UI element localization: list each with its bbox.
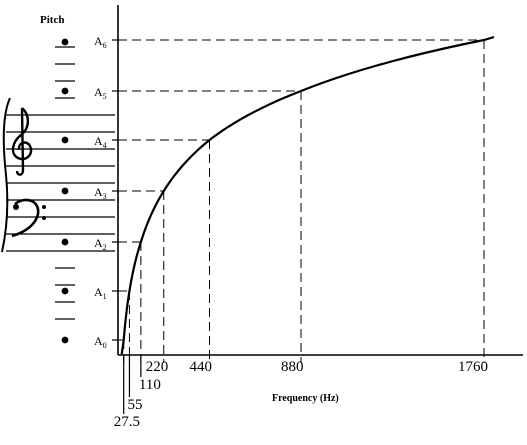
x-axis-title: Frequency (Hz) <box>272 393 339 404</box>
note-a4 <box>61 136 69 144</box>
x-tick-labels: 27.555 110 220 440 880 1760 <box>114 355 488 430</box>
treble-clef-icon <box>11 107 33 176</box>
grand-staff <box>1 38 115 344</box>
note-a2 <box>61 238 69 246</box>
guide-lines <box>118 39 485 363</box>
y-tick-label-a1: A1 <box>94 285 107 301</box>
note-a1 <box>61 287 69 295</box>
x-tick-label-110: 110 <box>139 377 161 393</box>
x-tick-label-27-5: 27.5 <box>114 414 140 430</box>
bass-clef-icon <box>11 198 46 238</box>
y-tick-label-a4: A4 <box>94 134 107 150</box>
note-a5 <box>61 87 69 95</box>
pitch-curve <box>120 35 495 355</box>
y-tick-label-a2: A2 <box>94 236 107 252</box>
y-tick-label-a3: A3 <box>94 185 107 201</box>
staff-brace-icon <box>1 97 11 253</box>
x-tick-label-880: 880 <box>281 359 304 375</box>
y-axis-title: Pitch <box>40 14 64 26</box>
x-tick-label-55: 55 <box>127 397 142 413</box>
y-tick-label-a5: A5 <box>94 85 107 101</box>
y-tick-label-a0: A0 <box>94 334 107 350</box>
x-tick-label-440: 440 <box>190 359 213 375</box>
note-a3 <box>61 187 69 195</box>
note-a6 <box>61 38 69 46</box>
y-tick-label-a6: A6 <box>94 34 107 50</box>
y-tick-labels: A0 A1 A2 A3 A4 A5 A6 <box>94 34 118 350</box>
x-tick-label-220: 220 <box>146 359 169 375</box>
x-tick-label-1760: 1760 <box>458 359 488 375</box>
note-a0 <box>61 336 69 344</box>
